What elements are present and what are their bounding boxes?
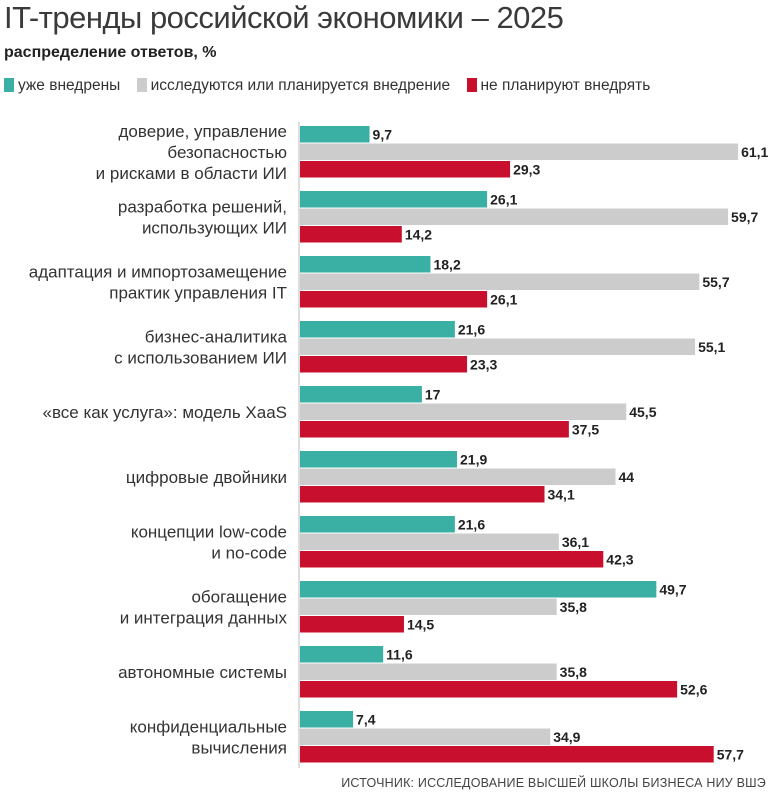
- bar-implemented: [300, 386, 422, 403]
- legend-item-implemented: уже внедрены: [4, 77, 120, 95]
- legend-swatch-planned: [136, 78, 147, 92]
- legend-label-implemented: уже внедрены: [18, 77, 121, 94]
- data-label: 61,1: [741, 144, 768, 160]
- bar-not-planned: [300, 616, 404, 633]
- category-label: адаптация и импортозамещение практик упра…: [29, 262, 287, 302]
- bar-not-planned: [300, 356, 468, 373]
- bar-not-planned: [300, 226, 402, 243]
- bar-implemented: [300, 451, 458, 468]
- bar-planned: [300, 533, 559, 550]
- data-label: 14,5: [407, 617, 434, 633]
- bar-implemented: [300, 516, 455, 533]
- bar-implemented: [300, 191, 488, 208]
- legend-label-planned: исследуются или планируется внедрение: [150, 77, 451, 94]
- data-label: 36,1: [562, 534, 589, 550]
- data-label: 21,6: [458, 517, 485, 533]
- chart-subtitle: распределение ответов, %: [4, 44, 217, 61]
- category-label: автономные системы: [118, 663, 287, 682]
- bar-not-planned: [300, 681, 678, 698]
- legend-item-planned: исследуются или планируется внедрение: [136, 77, 451, 95]
- bar-planned: [300, 273, 700, 290]
- data-label: 11,6: [386, 647, 413, 663]
- bar-not-planned: [300, 486, 545, 503]
- data-label: 9,7: [373, 127, 393, 143]
- bar-implemented: [300, 581, 657, 598]
- bar-implemented: [300, 126, 370, 143]
- data-label: 52,6: [680, 682, 707, 698]
- data-label: 44: [618, 469, 634, 485]
- legend-swatch-implemented: [4, 78, 14, 92]
- category-label: «все как услуга»: модель XaaS: [43, 403, 287, 422]
- data-label: 21,9: [460, 452, 487, 468]
- data-label: 29,3: [513, 162, 540, 178]
- data-label: 35,8: [560, 664, 587, 680]
- data-label: 26,1: [490, 292, 517, 308]
- data-label: 34,9: [553, 729, 580, 745]
- bar-planned: [300, 468, 616, 485]
- data-label: 34,1: [547, 487, 574, 503]
- bar-implemented: [300, 646, 384, 663]
- data-label: 55,7: [702, 274, 729, 290]
- data-label: 59,7: [731, 209, 758, 225]
- bar-not-planned: [300, 421, 569, 438]
- bar-not-planned: [300, 291, 488, 308]
- data-label: 26,1: [490, 192, 517, 208]
- source-note: ИСТОЧНИК: ИССЛЕДОВАНИЕ ВЫСШЕЙ ШКОЛЫ БИЗН…: [341, 776, 766, 790]
- chart-title: IT-тренды российской экономики – 2025: [4, 0, 564, 35]
- bar-planned: [300, 598, 557, 615]
- legend-label-not-planned: не планируют внедрять: [480, 77, 651, 94]
- data-label: 45,5: [629, 404, 656, 420]
- bar-planned: [300, 143, 739, 160]
- data-label: 17: [425, 387, 441, 403]
- bar-planned: [300, 663, 557, 680]
- bar-implemented: [300, 711, 354, 728]
- data-label: 23,3: [470, 357, 497, 373]
- data-label: 37,5: [572, 422, 599, 438]
- bar-implemented: [300, 321, 455, 338]
- data-label: 49,7: [659, 582, 686, 598]
- category-label: цифровые двойники: [126, 468, 287, 487]
- category-label: обогащение и интеграция данных: [120, 587, 288, 627]
- legend-item-not-planned: не планируют внедрять: [466, 77, 651, 95]
- bar-planned: [300, 403, 627, 420]
- data-label: 14,2: [405, 227, 432, 243]
- bar-planned: [300, 728, 551, 745]
- data-label: 57,7: [717, 747, 744, 763]
- bar-planned: [300, 208, 729, 225]
- bar-planned: [300, 338, 696, 355]
- data-label: 35,8: [560, 599, 587, 615]
- legend-swatch-not-planned: [466, 78, 477, 92]
- bar-not-planned: [300, 161, 511, 178]
- bar-implemented: [300, 256, 431, 273]
- data-label: 18,2: [433, 257, 460, 273]
- chart-legend: уже внедрены исследуются или планируется…: [4, 77, 650, 95]
- category-label: доверие, управление безопасностью и рискам…: [96, 122, 288, 183]
- category-label: концепции low-code и no-code: [131, 522, 287, 562]
- data-label: 42,3: [606, 552, 633, 568]
- data-label: 55,1: [698, 339, 725, 355]
- data-label: 7,4: [356, 712, 376, 728]
- data-label: 21,6: [458, 322, 485, 338]
- bar-not-planned: [300, 551, 604, 568]
- category-label: разработка решений, использующих ИИ: [118, 197, 287, 237]
- bar-not-planned: [300, 746, 714, 763]
- category-label: конфиденциальные вычисления: [130, 717, 287, 757]
- category-label: бизнес-аналитика с использованием ИИ: [114, 327, 287, 367]
